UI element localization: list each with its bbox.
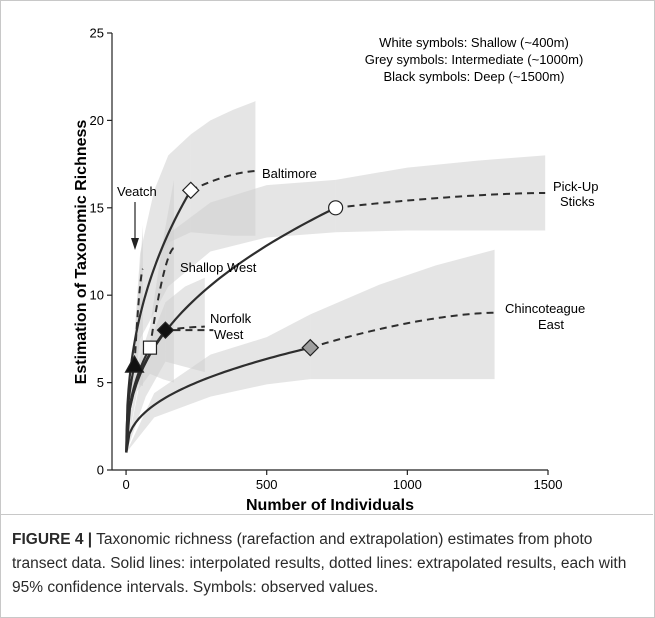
extrap-line-shallop-west xyxy=(148,247,175,348)
ci-band-extrap-chincoteague-east xyxy=(310,249,495,380)
label-shallop: Shallop West xyxy=(180,260,257,275)
legend-line-grey: Grey symbols: Intermediate (~1000m) xyxy=(365,52,584,67)
label-chinco-line2: East xyxy=(538,317,564,332)
y-tick-label-0: 0 xyxy=(97,463,104,478)
label-veatch: Veatch xyxy=(117,184,157,199)
caption-divider xyxy=(0,514,653,515)
ci-band-interp-baltimore xyxy=(126,134,191,453)
curve-lines xyxy=(125,170,546,453)
label-norfolk-line2: West xyxy=(214,327,244,342)
legend-line-white: White symbols: Shallow (~400m) xyxy=(379,35,569,50)
marker-shallop-west xyxy=(142,340,158,355)
marker-norfolk-west xyxy=(156,321,175,340)
extrap-line-veatch xyxy=(133,268,144,366)
y-tick-label-10: 10 xyxy=(90,288,104,303)
y-axis-label: Estimation of Taxonomic Richness xyxy=(73,120,90,385)
ci-band-extrap-pick-up-sticks xyxy=(335,155,546,233)
interp-line-norfolk-west xyxy=(125,329,167,453)
label-pickup-line1: Pick-Up xyxy=(553,179,599,194)
ci-band-interp-pick-up-sticks xyxy=(126,179,336,453)
y-tick-label-15: 15 xyxy=(90,200,104,215)
legend-line-black: Black symbols: Deep (~1500m) xyxy=(384,69,565,84)
x-tick-label-500: 500 xyxy=(256,477,278,492)
extrap-line-chincoteague-east xyxy=(310,311,495,349)
annotations: Baltimore Veatch Pick-Up Sticks Shallop … xyxy=(117,166,599,342)
ci-band-interp-norfolk-west xyxy=(126,302,166,453)
marker-pick-up-sticks xyxy=(328,200,344,216)
y-tick-label-20: 20 xyxy=(90,113,104,128)
label-pickup-line2: Sticks xyxy=(560,194,595,209)
observed-markers xyxy=(124,181,344,373)
axes: 0 5 10 15 20 25 0 500 1000 1500 xyxy=(90,26,563,493)
veatch-arrowhead xyxy=(131,238,139,250)
marker-chincoteague-east xyxy=(301,338,320,357)
x-tick-label-1000: 1000 xyxy=(393,477,422,492)
legend: White symbols: Shallow (~400m) Grey symb… xyxy=(365,35,584,84)
x-tick-label-1500: 1500 xyxy=(534,477,563,492)
marker-baltimore xyxy=(181,181,200,200)
y-tick-label-5: 5 xyxy=(97,375,104,390)
marker-veatch xyxy=(124,354,145,373)
rarefaction-chart: 0 5 10 15 20 25 0 500 1000 1500 Baltimore Veatch … xyxy=(73,26,599,513)
x-tick-label-0: 0 xyxy=(122,477,129,492)
label-baltimore: Baltimore xyxy=(262,166,317,181)
label-chinco-line1: Chincoteague xyxy=(505,301,585,316)
ci-band-extrap-veatch xyxy=(134,225,143,387)
caption-text: Taxonomic richness (rarefaction and extr… xyxy=(12,531,627,596)
y-tick-label-25: 25 xyxy=(90,26,104,41)
interp-line-chincoteague-east xyxy=(125,346,311,453)
confidence-bands xyxy=(126,101,546,453)
x-axis-label: Number of Individuals xyxy=(246,497,414,512)
caption-label: FIGURE 4 | xyxy=(12,531,93,548)
ci-band-interp-chincoteague-east xyxy=(126,314,311,453)
ci-band-extrap-norfolk-west xyxy=(165,277,205,373)
label-norfolk-line1: Norfolk xyxy=(210,311,252,326)
figure-caption: FIGURE 4 | Taxonomic richness (rarefacti… xyxy=(12,528,642,600)
